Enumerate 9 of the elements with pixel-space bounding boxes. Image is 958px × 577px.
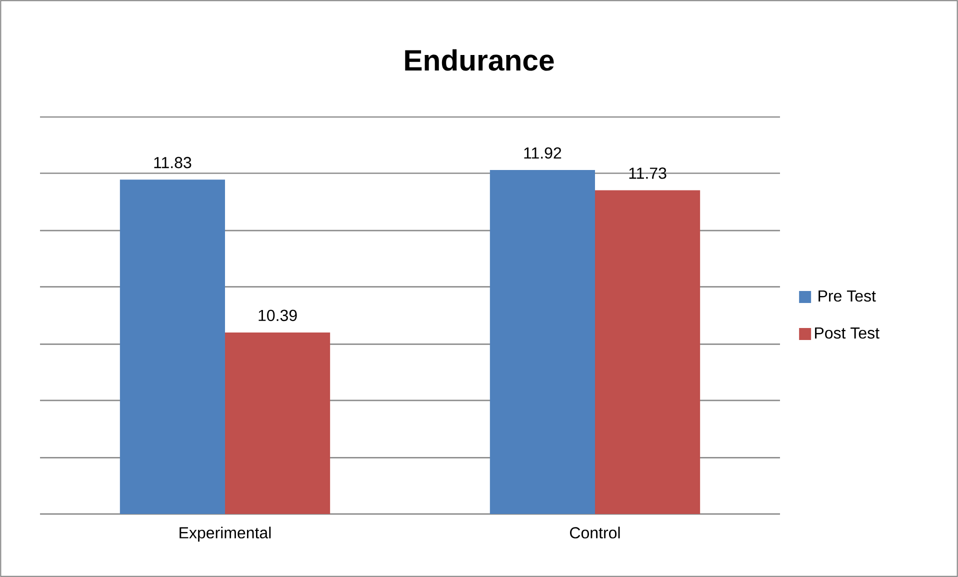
data-label: 11.83 bbox=[154, 156, 192, 168]
legend-label: Post Test bbox=[815, 327, 880, 339]
chart-title: Endurance bbox=[405, 49, 554, 71]
x-tick-label: Control bbox=[570, 526, 620, 538]
data-label: 10.39 bbox=[258, 310, 297, 322]
data-label: 11.92 bbox=[524, 147, 562, 159]
x-tick-label: Experimental bbox=[180, 526, 271, 542]
data-label: 11.73 bbox=[629, 168, 666, 179]
legend-label: Pre Test bbox=[818, 290, 876, 302]
